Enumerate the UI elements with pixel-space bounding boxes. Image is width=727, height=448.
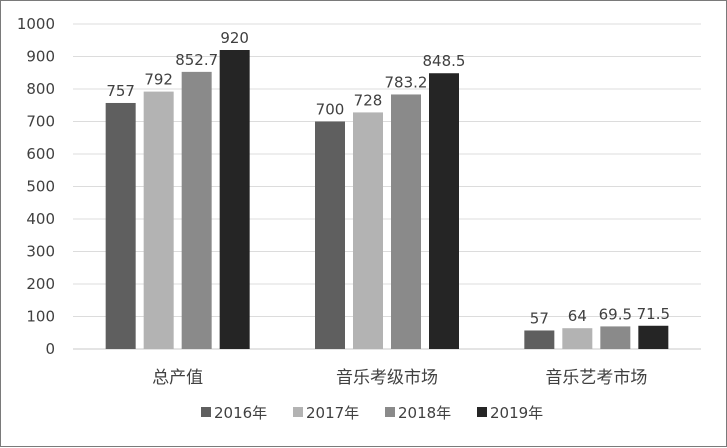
legend-label: 2016年 (214, 404, 267, 422)
data-label: 700 (316, 101, 345, 119)
legend-swatch (293, 407, 303, 417)
bar (562, 328, 593, 349)
data-label: 728 (354, 91, 383, 109)
y-tick-label: 100 (26, 308, 55, 326)
bar (429, 73, 459, 350)
bar (315, 121, 345, 349)
y-tick-label: 0 (45, 340, 55, 358)
y-tick-label: 600 (26, 145, 55, 163)
y-tick-label: 900 (26, 48, 55, 66)
legend-swatch (385, 407, 395, 417)
y-tick-label: 400 (26, 210, 55, 228)
bar (638, 325, 669, 349)
x-tick-label: 总产值 (152, 368, 203, 388)
y-tick-label: 200 (26, 275, 55, 293)
legend-label: 2019年 (490, 404, 543, 422)
legend-label: 2017年 (306, 404, 359, 422)
data-label: 64 (568, 307, 587, 325)
data-label: 848.5 (423, 52, 466, 70)
bar (219, 50, 250, 349)
y-tick-label: 1000 (17, 15, 55, 33)
data-label: 69.5 (599, 305, 632, 323)
data-label: 71.5 (637, 305, 670, 323)
bar (524, 330, 555, 349)
x-tick-label: 音乐艺考市场 (545, 368, 647, 388)
legend-label: 2018年 (398, 404, 451, 422)
bar (600, 326, 631, 349)
bar (391, 94, 421, 350)
data-label: 920 (220, 29, 249, 47)
data-label: 783.2 (385, 73, 428, 91)
data-label: 57 (530, 309, 549, 327)
bar (105, 102, 136, 349)
x-tick-label: 音乐考级市场 (336, 368, 438, 388)
bar (353, 112, 383, 350)
bar (143, 91, 174, 349)
data-label: 757 (106, 82, 135, 100)
bar (181, 71, 212, 349)
y-tick-label: 300 (26, 243, 55, 261)
data-label: 792 (144, 71, 173, 89)
y-tick-label: 500 (26, 178, 55, 196)
legend-swatch (477, 407, 487, 417)
y-tick-label: 800 (26, 80, 55, 98)
legend-swatch (201, 407, 211, 417)
data-label: 852.7 (175, 51, 218, 69)
y-tick-label: 700 (26, 113, 55, 131)
